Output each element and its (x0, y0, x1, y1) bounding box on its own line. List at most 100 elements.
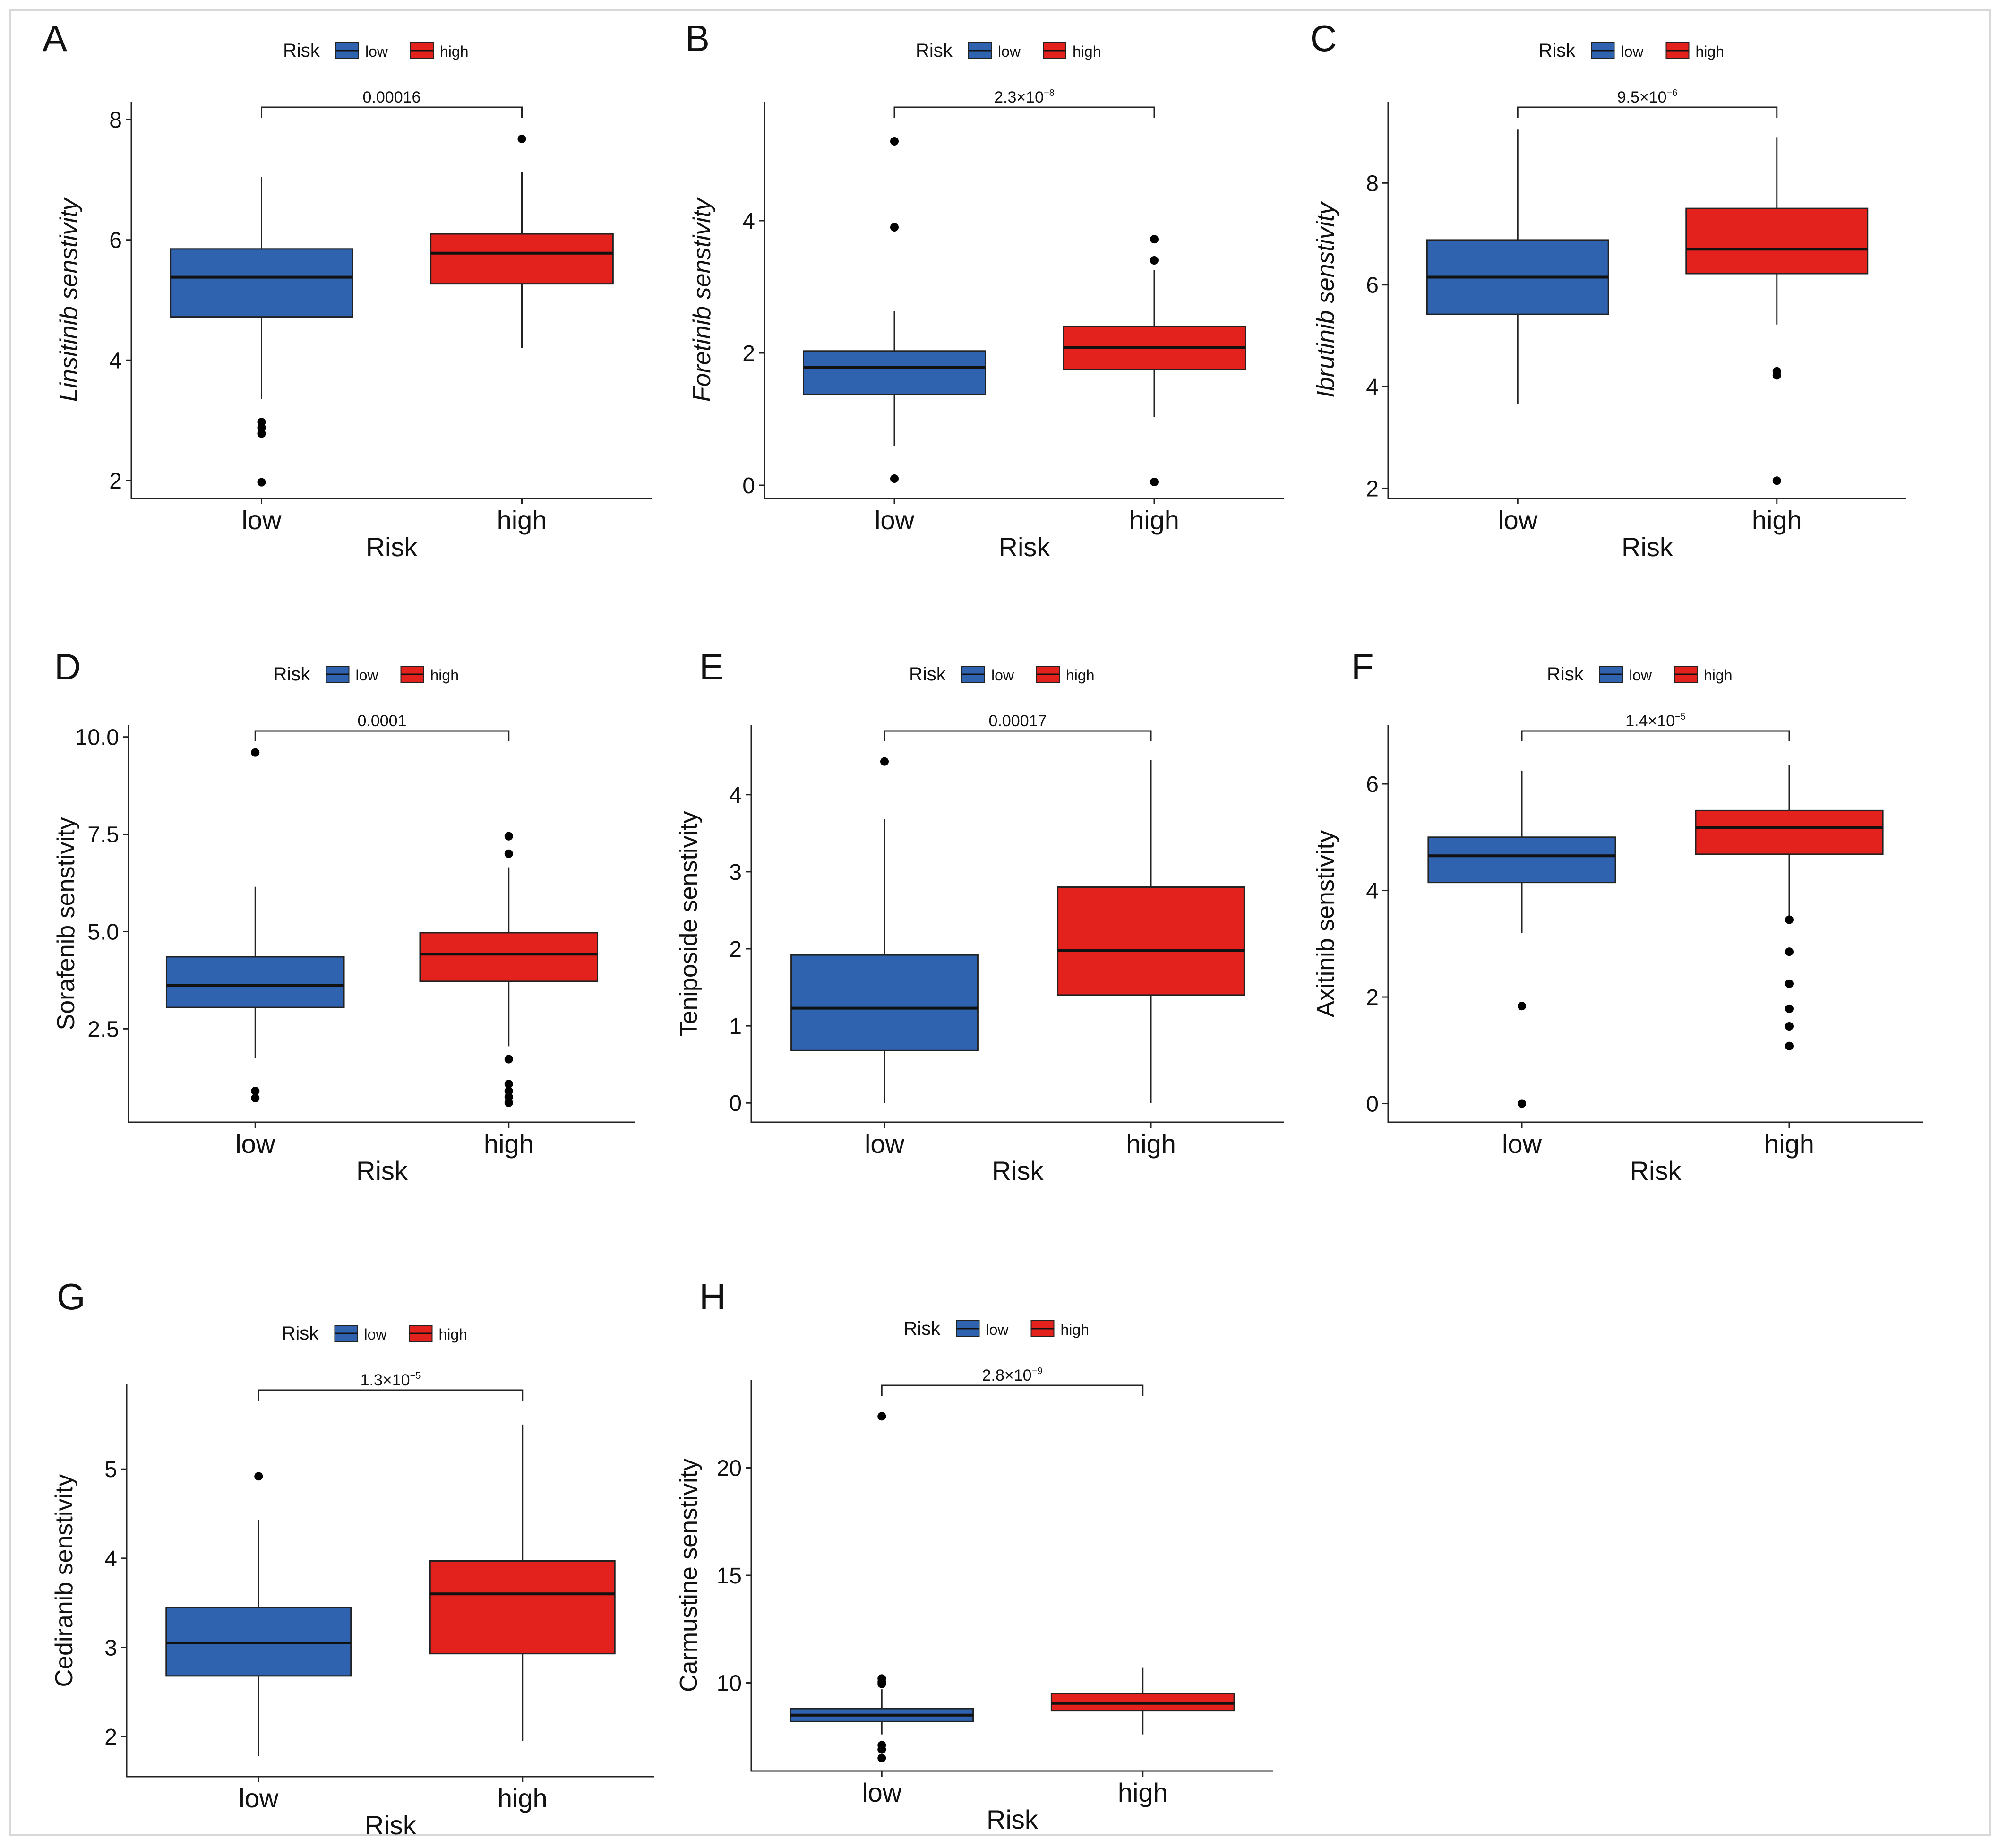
outlier-point (1785, 1004, 1794, 1013)
legend-label-low: low (991, 667, 1014, 684)
p-value-base: 2.3×10 (994, 88, 1044, 106)
legend-label-low: low (364, 1326, 387, 1343)
y-axis-title: Linsitinib senstivity (55, 197, 83, 402)
legend-label-low: low (998, 43, 1021, 60)
box-low (803, 137, 986, 483)
panel-b: B Risk low high 0 2 4 Foretinib senstivity low hi… (685, 17, 1284, 562)
y-axis-title: Cediranib senstivity (51, 1474, 78, 1687)
panel-d: D Risk low high 2.5 5.0 7.5 10.0 Sorafenib senst… (52, 646, 635, 1186)
legend-key-low (961, 666, 985, 683)
x-axis-title: Risk (992, 1156, 1044, 1186)
box-low (1427, 770, 1616, 1108)
p-value-base: 0.0001 (358, 712, 407, 730)
box-iqr (165, 956, 345, 1008)
legend-key-high (1043, 42, 1066, 59)
legend-label-high: high (430, 667, 459, 684)
legend-label-low: low (356, 667, 379, 684)
x-category-low: low (875, 505, 915, 535)
x-category-high: high (1764, 1129, 1814, 1159)
box-iqr (1057, 886, 1245, 996)
axes (1387, 725, 1923, 1123)
x-category-high: high (498, 1783, 548, 1813)
y-tick-label: 3 (729, 860, 742, 885)
y-axis-title: Carmustine senstivity (675, 1459, 703, 1692)
legend-label-low: low (1629, 667, 1652, 684)
x-category-low: low (862, 1778, 902, 1807)
outlier-point (1150, 235, 1159, 244)
outlier-point (890, 223, 899, 232)
y-tick-label: 4 (104, 1547, 117, 1572)
y-tick-label: 6 (109, 228, 122, 253)
p-value: 2.8×10−9 (982, 1366, 1043, 1384)
legend-label-high: high (439, 1326, 468, 1343)
outlier-point (1785, 979, 1794, 988)
outlier-point (877, 1412, 886, 1421)
outlier-point (254, 1472, 263, 1481)
outlier-point (504, 1092, 513, 1101)
x-axis-title: Risk (356, 1156, 408, 1186)
y-tick-label: 4 (742, 209, 755, 234)
legend-label-low: low (1621, 43, 1644, 60)
legend-label-high: high (440, 43, 469, 60)
y-tick-label: 8 (109, 108, 122, 133)
box-low (790, 1412, 974, 1762)
p-value-exponent: −5 (1675, 712, 1686, 722)
legend-title: Risk (283, 40, 320, 61)
panel-label: G (57, 1276, 86, 1317)
outlier-point (504, 1087, 513, 1096)
outlier-point (890, 137, 899, 146)
y-tick-label: 4 (1366, 879, 1379, 904)
outlier-point (504, 832, 513, 841)
p-value: 0.0001 (358, 712, 407, 730)
y-tick-label: 10.0 (75, 725, 119, 750)
y-tick-label: 3 (104, 1635, 117, 1660)
significance-bracket (261, 106, 523, 118)
y-tick-label: 6 (1366, 273, 1379, 298)
legend-label-high: high (1696, 43, 1725, 60)
box-low (790, 757, 979, 1103)
box-iqr (170, 248, 353, 318)
box-high (1063, 235, 1246, 486)
outlier-point (1772, 476, 1781, 485)
x-axis-title: Risk (366, 532, 418, 562)
legend-label-high: high (1061, 1321, 1090, 1338)
p-value: 0.00016 (363, 88, 421, 106)
panel-label: E (699, 646, 724, 688)
legend-title: Risk (274, 664, 311, 685)
y-tick-label: 7.5 (87, 823, 119, 848)
legend-key-high (1030, 1320, 1055, 1337)
panel-e: E Risk low high 0 1 2 3 4 Teniposide senstivity lo… (675, 646, 1284, 1186)
y-tick-label: 8 (1366, 171, 1379, 196)
outlier-point (877, 1679, 886, 1688)
x-axis-title: Risk (365, 1810, 417, 1840)
axes (1387, 102, 1906, 499)
x-axis-title: Risk (999, 532, 1051, 562)
x-axis-title: Risk (1622, 532, 1674, 562)
legend-title: Risk (282, 1323, 319, 1344)
legend-title: Risk (909, 664, 946, 685)
box-high (1057, 760, 1245, 1103)
legend-label-high: high (1704, 667, 1733, 684)
outlier-point (1150, 256, 1159, 265)
p-value-exponent: −6 (1667, 88, 1678, 98)
p-value: 0.00017 (989, 712, 1047, 730)
p-value-exponent: −8 (1044, 88, 1055, 98)
box-low (165, 1472, 352, 1756)
panel-label: A (43, 17, 67, 59)
x-category-low: low (1502, 1129, 1542, 1159)
x-category-high: high (484, 1129, 534, 1159)
axes (128, 725, 635, 1123)
panel-h: H Risk low high 10 15 20 Carmustine senstivity l… (675, 1276, 1273, 1834)
p-value-exponent: −9 (1032, 1366, 1043, 1376)
y-tick-label: 6 (1366, 772, 1379, 797)
axes (126, 1384, 654, 1778)
legend-key-low (1599, 666, 1623, 683)
y-axis-title: Teniposide senstivity (675, 811, 703, 1037)
box-iqr (1685, 207, 1869, 275)
y-tick-label: 0 (729, 1091, 742, 1116)
legend-label-high: high (1073, 43, 1101, 60)
x-category-low: low (865, 1129, 905, 1159)
y-tick-label: 15 (717, 1564, 742, 1589)
y-tick-label: 2 (104, 1725, 117, 1750)
